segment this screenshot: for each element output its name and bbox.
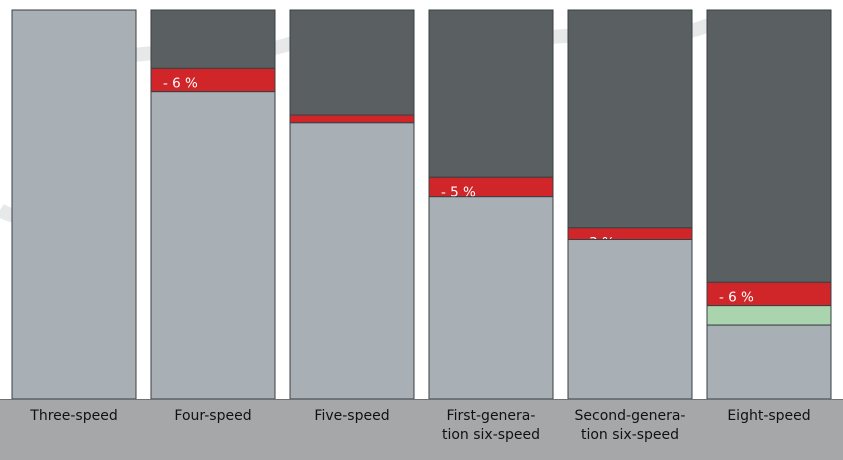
x-tick-label: Five-speed (314, 408, 390, 424)
x-tick-label: Eight-speed (727, 408, 811, 424)
bar-remainder-segment (150, 9, 276, 69)
bar-base-segment (428, 196, 554, 400)
bar-base-segment (289, 122, 415, 400)
x-tick-label: Four-speed (174, 408, 252, 424)
bar-remainder-segment (428, 9, 554, 178)
bar-base-segment (150, 91, 276, 400)
bar-base-segment (706, 324, 832, 400)
bar-remainder-segment (289, 9, 415, 116)
bar-remainder-segment (567, 9, 693, 229)
x-tick-label: Second-genera- tion six-speed (574, 408, 686, 443)
bar-remainder-segment (706, 9, 832, 283)
reduction-label: - 6 % (163, 75, 198, 91)
x-tick-label: Three-speed (30, 408, 118, 424)
reduction-label: - 6 % (719, 289, 754, 305)
bar-green-segment (706, 305, 832, 326)
bar-base-segment (11, 9, 137, 400)
bar-base-segment (567, 239, 693, 400)
bar-chart: - 6 %- 2 %- 5 %- 3 %- 6 %- 5 %1) (11, 9, 832, 400)
x-tick-label: First-genera- tion six-speed (441, 408, 541, 443)
x-axis-band: Three-speed Four-speed Five-speed First-gen… (0, 399, 843, 460)
